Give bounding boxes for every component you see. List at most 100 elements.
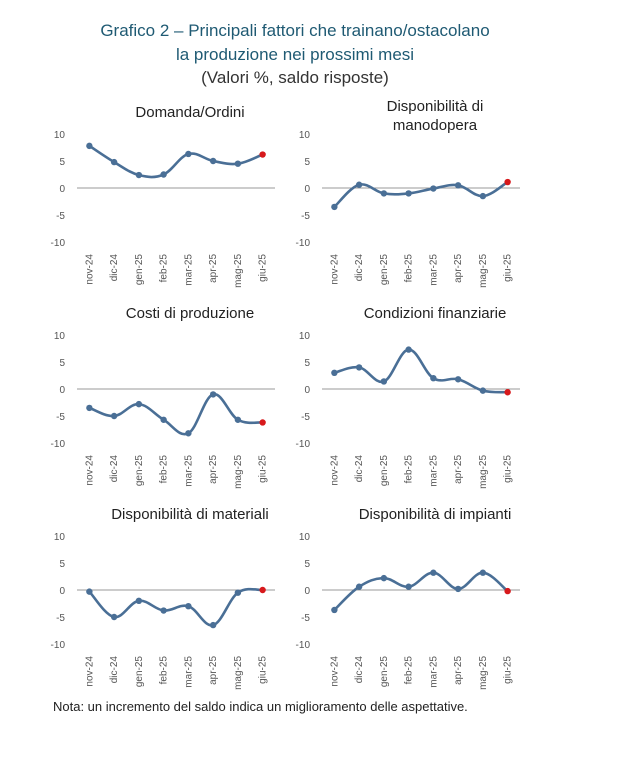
series-line: [333, 571, 509, 611]
y-tick-label: 5: [59, 559, 65, 570]
data-point: [380, 378, 388, 385]
last-data-point: [504, 389, 511, 396]
y-tick-label: 0: [59, 586, 65, 597]
panel-svg: Domanda/Ordini 10 5 0 -5 -10 nov-24 dic-24 gen-2…: [51, 104, 275, 288]
panel-title: manodopera: [393, 117, 478, 134]
data-point: [185, 430, 192, 437]
x-tick-label: apr-25: [208, 254, 219, 283]
x-tick-label: feb-25: [159, 254, 170, 283]
data-point: [160, 416, 167, 423]
x-tick-label: feb-25: [159, 455, 170, 484]
panel-costi-produzione: Costi di produzione 10 5 0 -5 -10 nov-24 dic-24…: [45, 301, 305, 496]
data-point: [479, 569, 487, 576]
data-point: [430, 375, 437, 382]
y-tick-label: -10: [51, 439, 66, 450]
x-tick-label: giu-25: [503, 656, 514, 684]
x-tick-label: mar-25: [428, 656, 439, 688]
data-point: [110, 412, 118, 420]
panel-svg: Disponibilità di manodopera 10 5 0 -5 -10 nov-2…: [296, 100, 520, 288]
x-tick-label: gen-25: [379, 455, 390, 487]
data-point: [209, 621, 217, 629]
last-data-point: [259, 586, 266, 594]
panel-svg: Disponibilità di materiali 10 5 0 -5 -10 nov-2…: [51, 506, 275, 690]
x-tick-label: giu-25: [258, 656, 269, 684]
x-tick-label: mag-25: [233, 656, 244, 690]
x-tick-label: gen-25: [379, 656, 390, 688]
x-tick-label: dic-24: [354, 455, 365, 483]
y-tick-label: -10: [51, 640, 66, 651]
y-tick-label: 10: [54, 331, 66, 342]
panel-svg: Condizioni finanziarie 10 5 0 -5 -10 nov-24 dic…: [296, 305, 520, 489]
x-tick-label: giu-25: [258, 455, 269, 483]
data-point: [234, 416, 242, 423]
footnote: Nota: un incremento del saldo indica un …: [53, 699, 468, 714]
data-point: [135, 171, 143, 179]
y-tick-label: 10: [299, 331, 311, 342]
panel-disponibilita-manodopera: Disponibilità di manodopera 10 5 0 -5 -10 nov-2…: [290, 100, 550, 295]
x-tick-label: mar-25: [183, 254, 194, 286]
data-point: [331, 203, 338, 211]
data-point: [454, 585, 462, 593]
y-tick-label: 5: [59, 358, 65, 369]
x-tick-label: feb-25: [159, 656, 170, 685]
x-tick-label: feb-25: [404, 254, 415, 283]
x-tick-label: dic-24: [109, 656, 120, 684]
y-tick-label: 5: [304, 559, 310, 570]
y-tick-label: 10: [299, 532, 311, 543]
y-tick-label: 0: [304, 385, 310, 396]
x-tick-label: mar-25: [428, 455, 439, 487]
y-tick-label: 0: [304, 586, 310, 597]
series-line: [334, 348, 508, 394]
x-tick-label: apr-25: [453, 656, 464, 685]
data-point: [454, 182, 462, 189]
y-tick-label: 10: [299, 130, 311, 141]
x-tick-label: mar-25: [428, 254, 439, 286]
x-tick-label: apr-25: [453, 254, 464, 283]
panel-svg: Costi di produzione 10 5 0 -5 -10 nov-24 dic-24…: [51, 305, 275, 489]
data-point: [355, 583, 363, 590]
panel-svg: Disponibilità di impianti 10 5 0 -5 -10 nov-24…: [296, 506, 520, 690]
data-point: [86, 404, 93, 412]
data-point: [160, 607, 167, 614]
y-tick-label: -5: [56, 412, 65, 423]
x-tick-label: dic-24: [109, 455, 120, 483]
x-tick-label: giu-25: [258, 254, 269, 282]
y-tick-label: 5: [304, 358, 310, 369]
x-tick-label: feb-25: [404, 455, 415, 484]
y-tick-label: 5: [304, 157, 310, 168]
y-tick-label: 0: [59, 385, 65, 396]
data-point: [405, 190, 412, 197]
y-tick-label: -10: [51, 238, 66, 249]
x-tick-label: mag-25: [478, 656, 489, 690]
data-point: [234, 160, 242, 167]
data-point: [331, 606, 338, 614]
x-tick-label: nov-24: [84, 656, 95, 687]
y-tick-label: -10: [296, 640, 311, 651]
data-point: [355, 364, 363, 371]
data-point: [185, 603, 192, 610]
last-data-point: [504, 587, 511, 595]
data-point: [160, 171, 167, 178]
last-data-point: [259, 151, 266, 158]
y-tick-label: -5: [56, 211, 65, 222]
x-tick-label: gen-25: [379, 254, 390, 286]
x-tick-label: mag-25: [478, 455, 489, 489]
data-point: [110, 158, 118, 166]
y-tick-label: 10: [54, 130, 66, 141]
x-tick-label: dic-24: [109, 254, 120, 282]
chart-title-line-1: Grafico 2 – Principali fattori che train…: [100, 21, 490, 40]
data-point: [110, 613, 118, 621]
data-point: [430, 569, 437, 576]
data-point: [209, 157, 217, 165]
panel-title: Disponibilità di materiali: [111, 506, 269, 523]
x-tick-label: giu-25: [503, 455, 514, 483]
x-tick-label: nov-24: [84, 254, 95, 285]
data-point: [234, 589, 242, 596]
panel-domanda-ordini: Domanda/Ordini 10 5 0 -5 -10 nov-24 dic-24 gen-2…: [45, 100, 305, 295]
data-point: [86, 142, 93, 150]
x-tick-label: dic-24: [354, 656, 365, 684]
panel-title: Condizioni finanziarie: [364, 305, 507, 322]
x-tick-label: gen-25: [134, 455, 145, 487]
data-point: [405, 583, 412, 590]
y-tick-label: -5: [56, 613, 65, 624]
